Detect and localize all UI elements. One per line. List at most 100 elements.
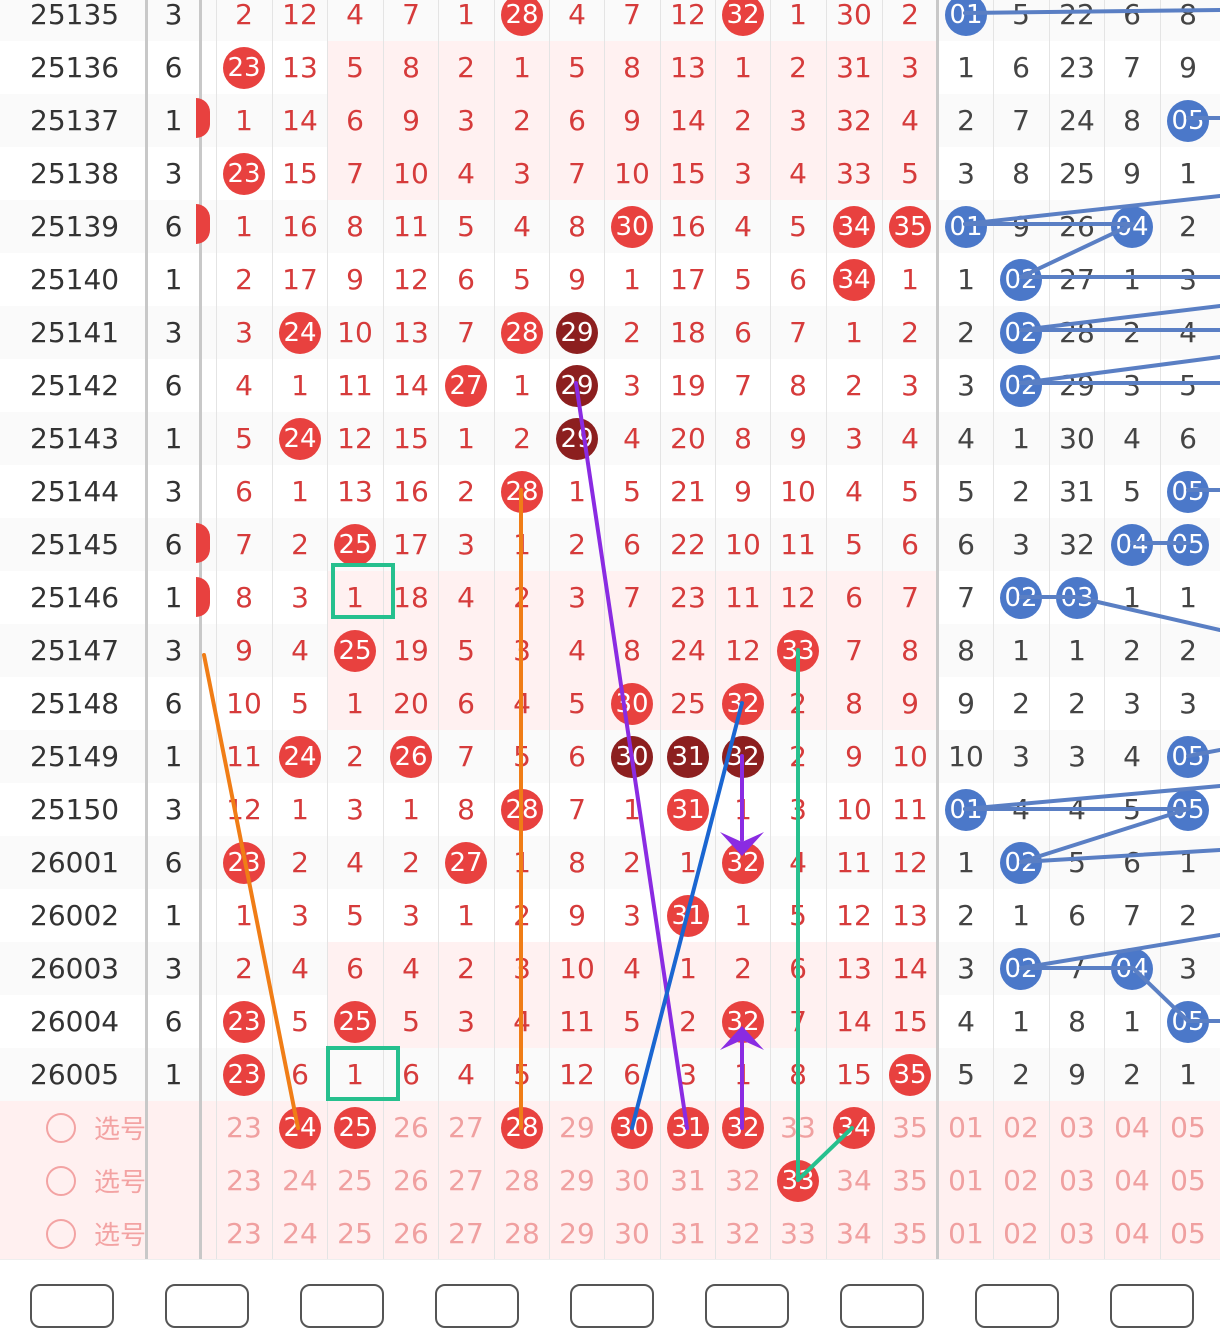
number-ball[interactable]: 02: [1000, 311, 1042, 354]
pick-number[interactable]: 29: [549, 1101, 605, 1154]
number-cell[interactable]: 4: [993, 783, 1049, 836]
number-cell[interactable]: 23: [216, 836, 272, 889]
selected-ball[interactable]: 31: [667, 1106, 709, 1149]
number-cell[interactable]: 5: [882, 147, 938, 200]
number-ball[interactable]: 32: [722, 1000, 764, 1043]
number-cell[interactable]: 25: [327, 624, 383, 677]
number-cell[interactable]: 5: [770, 200, 826, 253]
pick-number[interactable]: 25: [327, 1207, 383, 1260]
number-cell[interactable]: 26: [383, 730, 439, 783]
number-cell[interactable]: 1: [770, 0, 826, 41]
number-cell[interactable]: 6: [604, 518, 660, 571]
number-cell[interactable]: 3: [882, 359, 938, 412]
number-cell[interactable]: 1: [1160, 147, 1216, 200]
number-cell[interactable]: 12: [715, 624, 771, 677]
number-cell[interactable]: 2: [882, 0, 938, 41]
number-ball[interactable]: 32: [722, 841, 764, 884]
number-cell[interactable]: 05: [1160, 518, 1216, 571]
number-ball[interactable]: 30: [611, 205, 653, 248]
number-cell[interactable]: 5: [494, 1048, 550, 1101]
pick-row-label[interactable]: 选号: [46, 1154, 146, 1207]
number-cell[interactable]: 1: [327, 571, 383, 624]
number-cell[interactable]: 01: [938, 783, 994, 836]
number-ball[interactable]: 27: [445, 364, 487, 407]
number-cell[interactable]: 24: [272, 412, 328, 465]
number-ball[interactable]: 02: [1000, 576, 1042, 619]
number-ball[interactable]: 25: [334, 523, 376, 566]
number-cell[interactable]: 4: [938, 412, 994, 465]
pick-number[interactable]: 01: [938, 1154, 994, 1207]
number-cell[interactable]: 34: [826, 253, 882, 306]
number-cell[interactable]: 2: [216, 253, 272, 306]
number-cell[interactable]: 7: [1049, 942, 1105, 995]
number-cell[interactable]: 1: [494, 359, 550, 412]
number-cell[interactable]: 15: [660, 147, 716, 200]
pick-number[interactable]: 35: [882, 1101, 938, 1154]
selected-ball[interactable]: 33: [777, 1159, 819, 1202]
number-cell[interactable]: 1: [993, 995, 1049, 1048]
number-cell[interactable]: 13: [383, 306, 439, 359]
number-cell[interactable]: 2: [549, 518, 605, 571]
number-cell[interactable]: 2: [938, 94, 994, 147]
number-cell[interactable]: 22: [660, 518, 716, 571]
number-cell[interactable]: 6: [272, 1048, 328, 1101]
number-ball[interactable]: 24: [279, 311, 321, 354]
number-cell[interactable]: 8: [993, 147, 1049, 200]
number-cell[interactable]: 3: [1160, 942, 1216, 995]
number-cell[interactable]: 2: [993, 677, 1049, 730]
number-cell[interactable]: 8: [438, 783, 494, 836]
number-cell[interactable]: 5: [882, 465, 938, 518]
number-ball[interactable]: 23: [223, 1000, 265, 1043]
pick-number[interactable]: 02: [993, 1101, 1049, 1154]
number-cell[interactable]: 3: [938, 147, 994, 200]
number-cell[interactable]: 7: [327, 147, 383, 200]
number-cell[interactable]: 9: [882, 677, 938, 730]
number-cell[interactable]: 14: [826, 995, 882, 1048]
number-cell[interactable]: 30: [604, 730, 660, 783]
selected-ball[interactable]: 30: [611, 1106, 653, 1149]
number-cell[interactable]: 5: [1160, 359, 1216, 412]
number-cell[interactable]: 28: [494, 306, 550, 359]
number-ball[interactable]: 04: [1111, 947, 1153, 990]
number-cell[interactable]: 8: [604, 624, 660, 677]
pick-number[interactable]: 32: [715, 1207, 771, 1260]
number-ball[interactable]: 05: [1167, 1000, 1209, 1043]
pick-number[interactable]: 34: [826, 1207, 882, 1260]
close-icon[interactable]: [1110, 1284, 1194, 1328]
number-cell[interactable]: 2: [494, 889, 550, 942]
number-cell[interactable]: 10: [604, 147, 660, 200]
number-cell[interactable]: 24: [272, 306, 328, 359]
number-cell[interactable]: 8: [549, 836, 605, 889]
number-cell[interactable]: 10: [882, 730, 938, 783]
number-cell[interactable]: 9: [383, 94, 439, 147]
number-cell[interactable]: 35: [882, 1048, 938, 1101]
number-cell[interactable]: 02: [993, 359, 1049, 412]
number-cell[interactable]: 1: [1104, 571, 1160, 624]
pick-number[interactable]: 31: [660, 1154, 716, 1207]
number-cell[interactable]: 3: [604, 889, 660, 942]
number-cell[interactable]: 1: [272, 783, 328, 836]
number-cell[interactable]: 13: [272, 41, 328, 94]
number-cell[interactable]: 6: [938, 518, 994, 571]
number-cell[interactable]: 3: [216, 306, 272, 359]
number-cell[interactable]: 04: [1104, 518, 1160, 571]
number-cell[interactable]: 27: [438, 836, 494, 889]
pick-number[interactable]: 33: [770, 1207, 826, 1260]
number-cell[interactable]: 05: [1160, 94, 1216, 147]
number-ball[interactable]: 33: [777, 629, 819, 672]
number-cell[interactable]: 4: [494, 200, 550, 253]
number-cell[interactable]: 5: [383, 995, 439, 1048]
number-cell[interactable]: 3: [494, 942, 550, 995]
number-ball[interactable]: 31: [667, 894, 709, 937]
number-cell[interactable]: 18: [383, 571, 439, 624]
number-cell[interactable]: 2: [438, 942, 494, 995]
pick-number[interactable]: 33: [770, 1101, 826, 1154]
number-cell[interactable]: 16: [383, 465, 439, 518]
number-cell[interactable]: 7: [438, 306, 494, 359]
number-cell[interactable]: 4: [1160, 306, 1216, 359]
number-cell[interactable]: 1: [715, 889, 771, 942]
number-cell[interactable]: 10: [938, 730, 994, 783]
number-ball[interactable]: 26: [390, 735, 432, 778]
number-cell[interactable]: 10: [327, 306, 383, 359]
number-cell[interactable]: 1: [216, 200, 272, 253]
